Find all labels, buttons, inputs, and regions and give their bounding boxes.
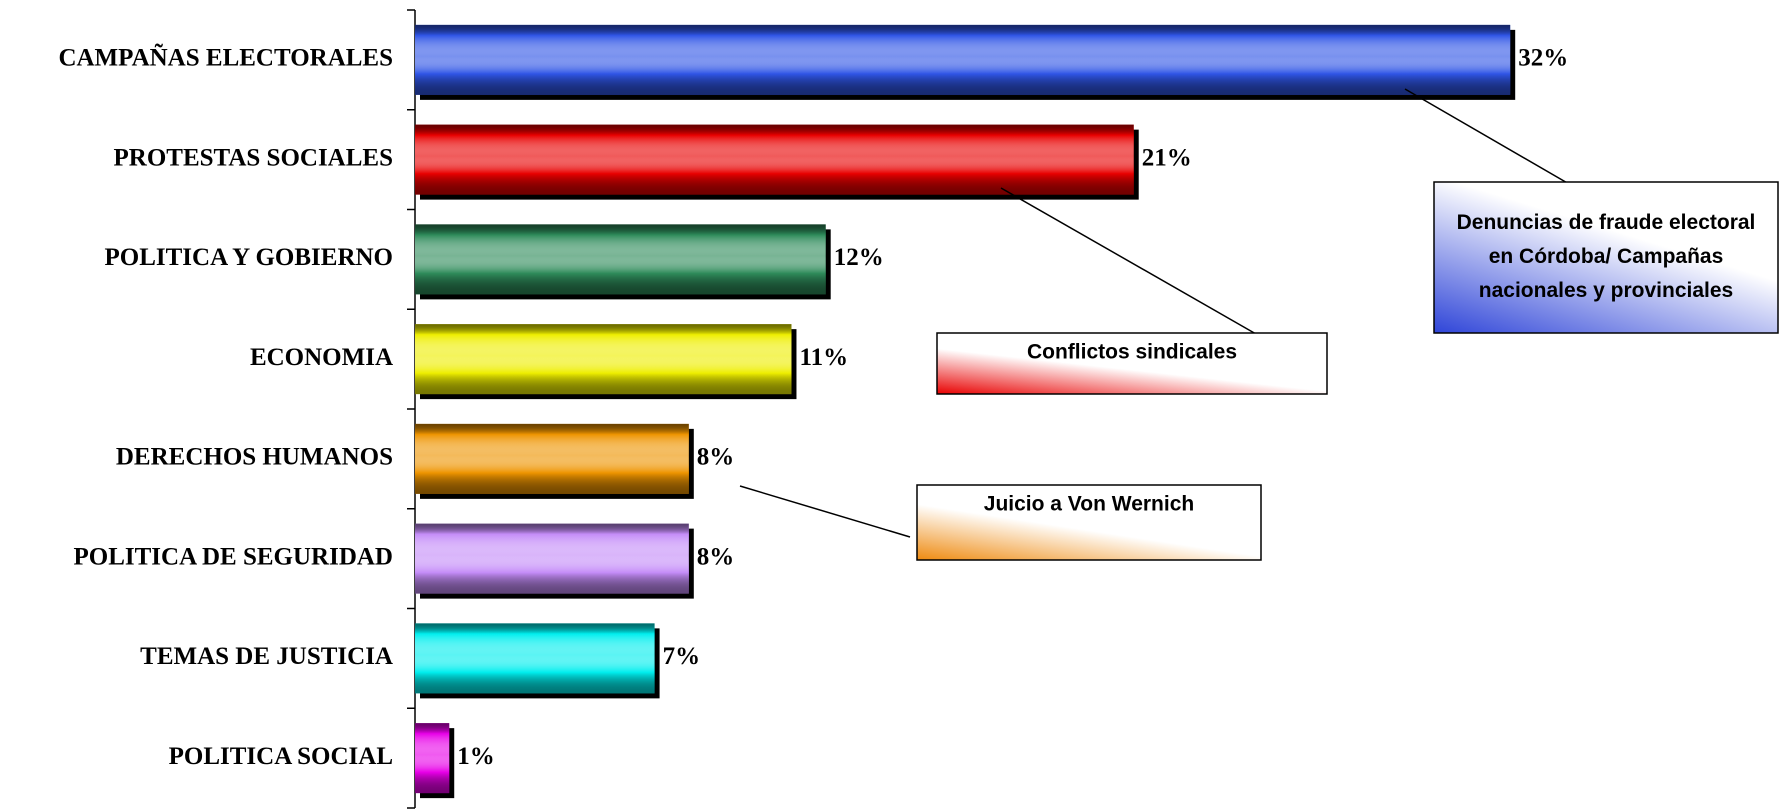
bar (415, 423, 689, 494)
callout-box (916, 484, 1262, 561)
category-label: POLITICA SOCIAL (169, 743, 393, 770)
callout-text: nacionales y provinciales (1479, 279, 1733, 302)
bar (415, 124, 1134, 195)
bar (415, 723, 450, 794)
value-label: 32% (1518, 45, 1568, 72)
value-label: 1% (457, 743, 495, 770)
bar (415, 523, 689, 594)
callout-text: Denuncias de fraude electoral (1457, 211, 1756, 234)
bar (415, 24, 1511, 95)
category-label: DERECHOS HUMANOS (116, 444, 393, 471)
callout-line (739, 485, 911, 538)
callout-line (1404, 88, 1577, 189)
category-label: POLITICA Y GOBIERNO (105, 244, 393, 271)
callout-box (936, 332, 1328, 395)
value-label: 7% (663, 643, 701, 670)
category-label: CAMPAÑAS ELECTORALES (58, 44, 393, 72)
callout-text: en Córdoba/ Campañas (1489, 245, 1724, 268)
bar (415, 623, 655, 694)
callout-text: Conflictos sindicales (1027, 341, 1237, 364)
value-label: 8% (697, 444, 735, 471)
category-label: PROTESTAS SOCIALES (114, 144, 394, 171)
value-label: 11% (799, 344, 848, 371)
category-label: POLITICA DE SEGURIDAD (73, 543, 393, 570)
callout-text: Juicio a Von Wernich (984, 493, 1194, 516)
bar (415, 224, 826, 295)
category-label: TEMAS DE JUSTICIA (140, 643, 393, 670)
category-label: ECONOMIA (250, 344, 393, 371)
value-label: 12% (834, 244, 884, 271)
bar (415, 324, 792, 395)
callout-box (1433, 181, 1779, 334)
value-label: 8% (697, 543, 735, 570)
callout-line (1000, 187, 1264, 339)
value-label: 21% (1142, 144, 1192, 171)
